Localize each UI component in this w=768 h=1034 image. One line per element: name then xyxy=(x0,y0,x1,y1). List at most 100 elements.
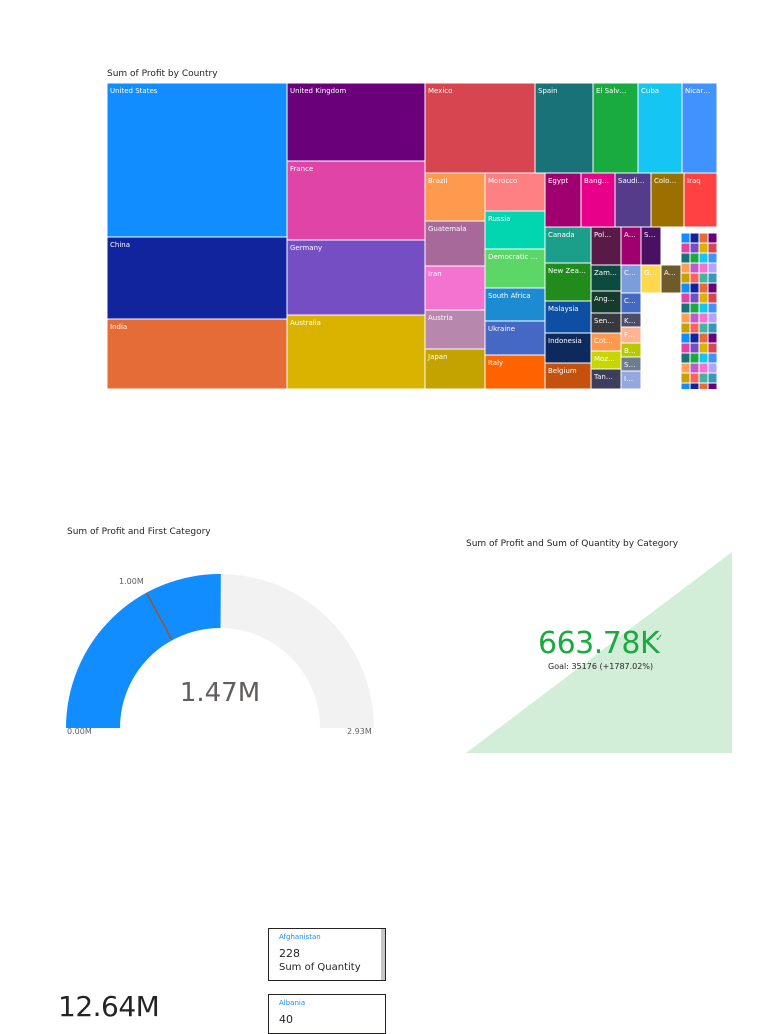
treemap-tile-small[interactable] xyxy=(689,352,700,364)
treemap-tile[interactable]: United Kingdom xyxy=(286,83,426,162)
treemap-tile-small[interactable] xyxy=(689,372,700,384)
treemap-tile[interactable]: India xyxy=(107,318,288,389)
treemap-tile-small[interactable] xyxy=(707,282,717,294)
treemap-tile-small[interactable] xyxy=(707,322,717,334)
treemap-tile-small[interactable] xyxy=(707,242,717,254)
treemap-tile[interactable]: Mexico xyxy=(424,83,536,174)
treemap-tile[interactable]: S… xyxy=(620,356,642,372)
treemap-tile-small[interactable] xyxy=(707,352,717,364)
treemap-tile[interactable]: Tan… xyxy=(590,368,622,389)
treemap-tile[interactable]: Germany xyxy=(286,239,426,316)
multirow-card-scrollbar[interactable] xyxy=(381,929,385,980)
treemap-tile[interactable]: Spain xyxy=(534,83,594,174)
treemap-tile-small[interactable] xyxy=(689,292,700,304)
treemap-tile-small[interactable] xyxy=(680,312,691,324)
treemap-chart[interactable]: United States China India United Kingdom Fra… xyxy=(107,83,717,389)
treemap-tile-small[interactable] xyxy=(680,272,691,284)
treemap-tile-small[interactable] xyxy=(707,252,717,264)
treemap-tile-small[interactable] xyxy=(680,362,691,374)
treemap-tile-small[interactable] xyxy=(689,232,700,244)
treemap-tile[interactable]: United States xyxy=(107,83,288,238)
treemap-tile[interactable]: A… xyxy=(660,264,682,294)
treemap-tile-small[interactable] xyxy=(707,302,717,314)
treemap-tile-small[interactable] xyxy=(680,322,691,334)
treemap-tile-small[interactable] xyxy=(698,232,709,244)
treemap-tile[interactable]: Egypt xyxy=(544,172,582,228)
treemap-tile-small[interactable] xyxy=(698,372,709,384)
treemap-tile-small[interactable] xyxy=(680,352,691,364)
treemap-tile[interactable]: Iran xyxy=(424,265,486,311)
treemap-tile-small[interactable] xyxy=(689,332,700,344)
treemap-tile[interactable]: Cuba xyxy=(637,83,683,174)
treemap-tile-small[interactable] xyxy=(707,292,717,304)
treemap-tile-small[interactable] xyxy=(707,332,717,344)
treemap-tile[interactable]: Russia xyxy=(484,210,546,250)
treemap-tile-small[interactable] xyxy=(707,382,717,389)
treemap-tile[interactable]: Ang… xyxy=(590,290,622,314)
treemap-tile-small[interactable] xyxy=(689,242,700,254)
treemap-tile-small[interactable] xyxy=(680,242,691,254)
treemap-tile[interactable]: China xyxy=(107,236,288,320)
treemap-tile[interactable]: Democratic … xyxy=(484,248,546,289)
treemap-tile[interactable]: C… xyxy=(620,292,642,314)
treemap-tile[interactable]: France xyxy=(286,160,426,241)
treemap-tile-small[interactable] xyxy=(698,332,709,344)
treemap-tile-small[interactable] xyxy=(698,312,709,324)
treemap-tile[interactable]: El Salv… xyxy=(592,83,639,174)
treemap-tile[interactable]: South Africa xyxy=(484,287,546,322)
treemap-tile-small[interactable] xyxy=(698,382,709,389)
treemap-tile-small[interactable] xyxy=(689,342,700,354)
treemap-tile-small[interactable] xyxy=(680,332,691,344)
treemap-tile[interactable]: I… xyxy=(620,370,642,389)
treemap-tile-small[interactable] xyxy=(689,382,700,389)
treemap-tile-small[interactable] xyxy=(707,362,717,374)
treemap-tile-small[interactable] xyxy=(680,232,691,244)
treemap-tile-small[interactable] xyxy=(707,272,717,284)
treemap-tile-small[interactable] xyxy=(707,312,717,324)
treemap-tile[interactable]: A… xyxy=(620,226,642,266)
treemap-tile-small[interactable] xyxy=(698,302,709,314)
treemap-tile[interactable]: Iraq xyxy=(683,172,717,228)
treemap-tile-small[interactable] xyxy=(689,282,700,294)
treemap-tile-small[interactable] xyxy=(698,292,709,304)
treemap-tile[interactable]: K… xyxy=(620,312,642,328)
treemap-tile[interactable]: Cot… xyxy=(590,332,622,352)
treemap-tile[interactable]: B… xyxy=(620,342,642,358)
treemap-tile[interactable]: Indonesia xyxy=(544,332,592,364)
treemap-tile-small[interactable] xyxy=(680,372,691,384)
treemap-tile[interactable]: G… xyxy=(640,264,662,294)
treemap-tile-small[interactable] xyxy=(689,322,700,334)
treemap-tile-small[interactable] xyxy=(680,252,691,264)
treemap-tile-small[interactable] xyxy=(698,342,709,354)
multirow-card-item[interactable]: Albania 40 xyxy=(268,994,386,1034)
treemap-tile-small[interactable] xyxy=(707,262,717,274)
treemap-tile-small[interactable] xyxy=(689,272,700,284)
treemap-tile-small[interactable] xyxy=(707,232,717,244)
treemap-tile[interactable]: Brazil xyxy=(424,172,486,222)
treemap-tile-small[interactable] xyxy=(707,342,717,354)
treemap-tile[interactable]: Morocco xyxy=(484,172,546,212)
treemap-tile-small[interactable] xyxy=(698,322,709,334)
treemap-tile-small[interactable] xyxy=(680,292,691,304)
treemap-tile-small[interactable] xyxy=(689,362,700,374)
treemap-tile-small[interactable] xyxy=(698,242,709,254)
treemap-tile-small[interactable] xyxy=(680,302,691,314)
treemap-tile[interactable]: Zam… xyxy=(590,264,622,292)
treemap-tile[interactable]: Malaysia xyxy=(544,300,592,334)
treemap-tile[interactable]: Saudi… xyxy=(614,172,652,228)
treemap-tile[interactable]: Austria xyxy=(424,309,486,350)
treemap-tile-small[interactable] xyxy=(689,252,700,264)
treemap-tile-small[interactable] xyxy=(680,282,691,294)
treemap-tile[interactable]: Guatemala xyxy=(424,220,486,267)
treemap-tile[interactable]: Nicar… xyxy=(681,83,717,174)
treemap-tile-small[interactable] xyxy=(689,262,700,274)
treemap-tile-small[interactable] xyxy=(707,372,717,384)
treemap-tile-small[interactable] xyxy=(698,282,709,294)
treemap-tile-small[interactable] xyxy=(698,362,709,374)
treemap-tile[interactable]: Colo… xyxy=(650,172,685,228)
treemap-tile[interactable]: Bang… xyxy=(580,172,616,228)
treemap-tile[interactable]: Ukraine xyxy=(484,320,546,356)
treemap-tile[interactable]: Japan xyxy=(424,348,486,389)
treemap-tile-small[interactable] xyxy=(698,352,709,364)
treemap-tile-small[interactable] xyxy=(698,262,709,274)
